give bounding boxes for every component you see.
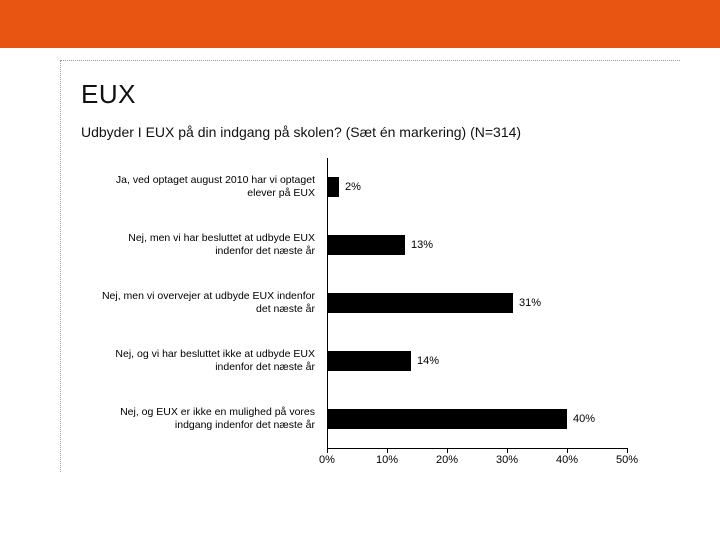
value-label: 40% bbox=[573, 413, 595, 425]
x-axis-line bbox=[327, 448, 627, 449]
bar bbox=[327, 351, 411, 371]
x-tick bbox=[447, 448, 448, 453]
bar bbox=[327, 235, 405, 255]
x-tick bbox=[567, 448, 568, 453]
category-label: Nej, og vi har besluttet ikke at udbyde … bbox=[101, 348, 321, 374]
category-label: Nej, men vi har besluttet at udbyde EUX … bbox=[101, 232, 321, 258]
bar bbox=[327, 177, 339, 197]
x-tick bbox=[627, 448, 628, 453]
page-title: EUX bbox=[81, 79, 680, 110]
x-axis: 0% 10% 20% 30% 40% 50% bbox=[101, 448, 661, 472]
header-band bbox=[0, 0, 720, 48]
bar bbox=[327, 293, 513, 313]
chart-question: Udbyder I EUX på din indgang på skolen? … bbox=[81, 124, 680, 140]
value-label: 2% bbox=[345, 181, 361, 193]
x-tick bbox=[387, 448, 388, 453]
x-tick bbox=[507, 448, 508, 453]
x-tick-label: 30% bbox=[496, 454, 518, 466]
value-label: 13% bbox=[411, 239, 433, 251]
category-label: Nej, og EUX er ikke en mulighed på vores… bbox=[101, 406, 321, 432]
x-tick bbox=[327, 448, 328, 453]
category-label: Nej, men vi overvejer at udbyde EUX inde… bbox=[101, 290, 321, 316]
x-tick-label: 10% bbox=[376, 454, 398, 466]
x-tick-label: 50% bbox=[616, 454, 638, 466]
content-area: EUX Udbyder I EUX på din indgang på skol… bbox=[60, 60, 680, 472]
value-label: 14% bbox=[417, 355, 439, 367]
plot-area: Ja, ved optaget august 2010 har vi optag… bbox=[101, 158, 661, 448]
chart-row: Nej, og EUX er ikke en mulighed på vores… bbox=[101, 390, 661, 448]
x-tick-label: 20% bbox=[436, 454, 458, 466]
chart-row: Nej, men vi overvejer at udbyde EUX inde… bbox=[101, 274, 661, 332]
chart-row: Ja, ved optaget august 2010 har vi optag… bbox=[101, 158, 661, 216]
x-tick-label: 0% bbox=[319, 454, 335, 466]
chart-row: Nej, men vi har besluttet at udbyde EUX … bbox=[101, 216, 661, 274]
category-label: Ja, ved optaget august 2010 har vi optag… bbox=[101, 174, 321, 200]
chart-row: Nej, og vi har besluttet ikke at udbyde … bbox=[101, 332, 661, 390]
bar bbox=[327, 409, 567, 429]
dotted-frame: EUX Udbyder I EUX på din indgang på skol… bbox=[60, 60, 680, 472]
x-tick-label: 40% bbox=[556, 454, 578, 466]
bar-chart: Ja, ved optaget august 2010 har vi optag… bbox=[101, 158, 661, 472]
value-label: 31% bbox=[519, 297, 541, 309]
